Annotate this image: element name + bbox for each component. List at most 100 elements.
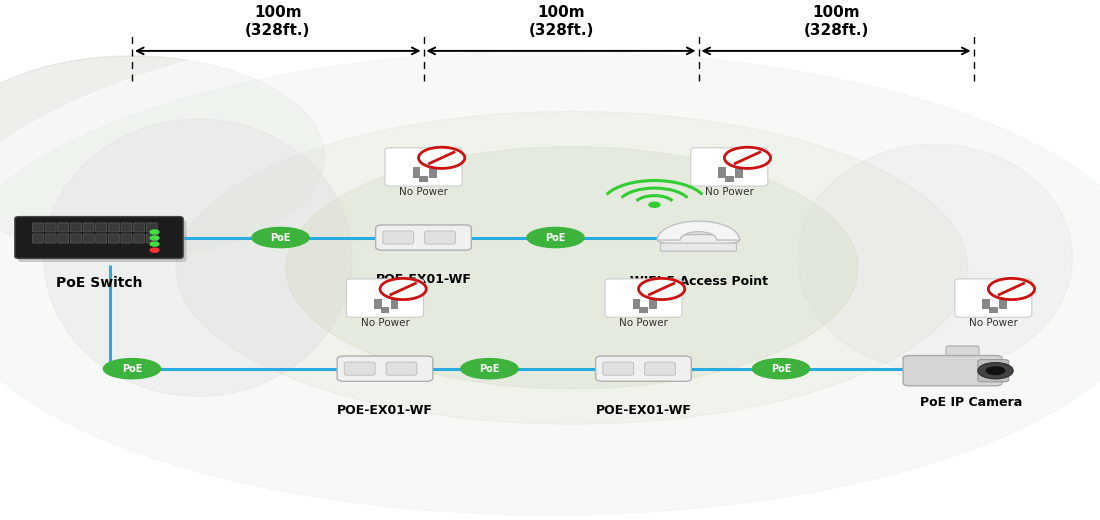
FancyBboxPatch shape	[603, 362, 634, 375]
FancyBboxPatch shape	[346, 279, 424, 317]
Text: POE-EX01-WF: POE-EX01-WF	[595, 404, 692, 417]
FancyBboxPatch shape	[45, 234, 56, 243]
FancyBboxPatch shape	[146, 234, 157, 243]
Bar	[419, 176, 428, 182]
Ellipse shape	[176, 111, 968, 424]
FancyBboxPatch shape	[660, 243, 737, 251]
Text: No Power: No Power	[399, 187, 448, 197]
Ellipse shape	[44, 119, 352, 396]
FancyBboxPatch shape	[946, 346, 979, 364]
Ellipse shape	[527, 227, 584, 248]
Text: PoE: PoE	[480, 363, 499, 374]
Text: PoE: PoE	[271, 232, 290, 242]
Ellipse shape	[461, 359, 518, 379]
FancyBboxPatch shape	[96, 234, 107, 243]
Ellipse shape	[0, 56, 324, 258]
FancyBboxPatch shape	[121, 234, 132, 243]
Bar	[374, 298, 382, 309]
FancyBboxPatch shape	[385, 148, 462, 186]
Text: PoE: PoE	[771, 363, 791, 374]
FancyBboxPatch shape	[134, 223, 145, 232]
FancyBboxPatch shape	[108, 223, 119, 232]
FancyBboxPatch shape	[15, 217, 183, 258]
Circle shape	[150, 242, 158, 246]
Text: PoE: PoE	[546, 232, 565, 242]
Bar	[429, 167, 437, 177]
Ellipse shape	[658, 235, 739, 245]
FancyBboxPatch shape	[955, 279, 1032, 317]
Ellipse shape	[286, 147, 858, 389]
Bar	[639, 307, 648, 313]
FancyBboxPatch shape	[645, 362, 675, 375]
Bar	[718, 167, 726, 177]
Bar	[982, 298, 990, 309]
FancyBboxPatch shape	[70, 234, 81, 243]
Circle shape	[638, 278, 684, 300]
FancyBboxPatch shape	[691, 148, 768, 186]
Bar	[649, 298, 657, 309]
FancyBboxPatch shape	[337, 356, 432, 381]
Circle shape	[150, 236, 158, 240]
FancyBboxPatch shape	[70, 223, 81, 232]
Text: No Power: No Power	[705, 187, 754, 197]
Ellipse shape	[252, 227, 309, 248]
FancyBboxPatch shape	[84, 223, 94, 232]
FancyBboxPatch shape	[134, 234, 145, 243]
Text: PoE IP Camera: PoE IP Camera	[921, 396, 1022, 409]
FancyBboxPatch shape	[18, 220, 186, 262]
Ellipse shape	[798, 144, 1072, 371]
Bar	[381, 307, 389, 313]
Text: 100m
(328ft.): 100m (328ft.)	[245, 5, 310, 38]
Circle shape	[418, 147, 465, 168]
Bar	[390, 298, 398, 309]
Text: POE-EX01-WF: POE-EX01-WF	[375, 273, 472, 286]
Text: 100m
(328ft.): 100m (328ft.)	[803, 5, 869, 38]
FancyBboxPatch shape	[978, 360, 1009, 382]
Circle shape	[978, 362, 1013, 379]
Ellipse shape	[0, 51, 1100, 515]
Circle shape	[649, 202, 660, 207]
FancyBboxPatch shape	[32, 223, 44, 232]
Bar	[725, 176, 734, 182]
Bar	[989, 307, 998, 313]
Text: No Power: No Power	[969, 318, 1018, 329]
FancyBboxPatch shape	[383, 231, 414, 244]
FancyBboxPatch shape	[57, 234, 68, 243]
Text: PoE Switch: PoE Switch	[56, 276, 142, 290]
Circle shape	[381, 278, 427, 300]
FancyBboxPatch shape	[45, 223, 56, 232]
Ellipse shape	[0, 16, 1100, 520]
Text: PoE: PoE	[122, 363, 142, 374]
Bar	[412, 167, 420, 177]
FancyBboxPatch shape	[108, 234, 119, 243]
Circle shape	[150, 248, 158, 252]
FancyBboxPatch shape	[903, 356, 1002, 386]
FancyBboxPatch shape	[57, 223, 68, 232]
FancyBboxPatch shape	[605, 279, 682, 317]
Circle shape	[724, 147, 770, 168]
FancyBboxPatch shape	[386, 362, 417, 375]
FancyBboxPatch shape	[425, 231, 455, 244]
FancyBboxPatch shape	[121, 223, 132, 232]
Text: POE-EX01-WF: POE-EX01-WF	[337, 404, 433, 417]
FancyBboxPatch shape	[146, 223, 157, 232]
Circle shape	[150, 230, 158, 234]
Circle shape	[986, 366, 1005, 375]
Text: No Power: No Power	[619, 318, 668, 329]
Text: 100m
(328ft.): 100m (328ft.)	[528, 5, 594, 38]
Ellipse shape	[752, 359, 810, 379]
Bar	[999, 298, 1007, 309]
FancyBboxPatch shape	[32, 234, 44, 243]
Wedge shape	[658, 221, 739, 240]
FancyBboxPatch shape	[596, 356, 691, 381]
FancyBboxPatch shape	[376, 225, 471, 250]
Circle shape	[988, 278, 1035, 300]
Bar	[735, 167, 743, 177]
FancyBboxPatch shape	[84, 234, 94, 243]
Text: No Power: No Power	[361, 318, 409, 329]
FancyBboxPatch shape	[344, 362, 375, 375]
Ellipse shape	[103, 359, 161, 379]
Text: WIFI-5 Access Point: WIFI-5 Access Point	[629, 276, 768, 289]
FancyBboxPatch shape	[96, 223, 107, 232]
Bar	[632, 298, 640, 309]
